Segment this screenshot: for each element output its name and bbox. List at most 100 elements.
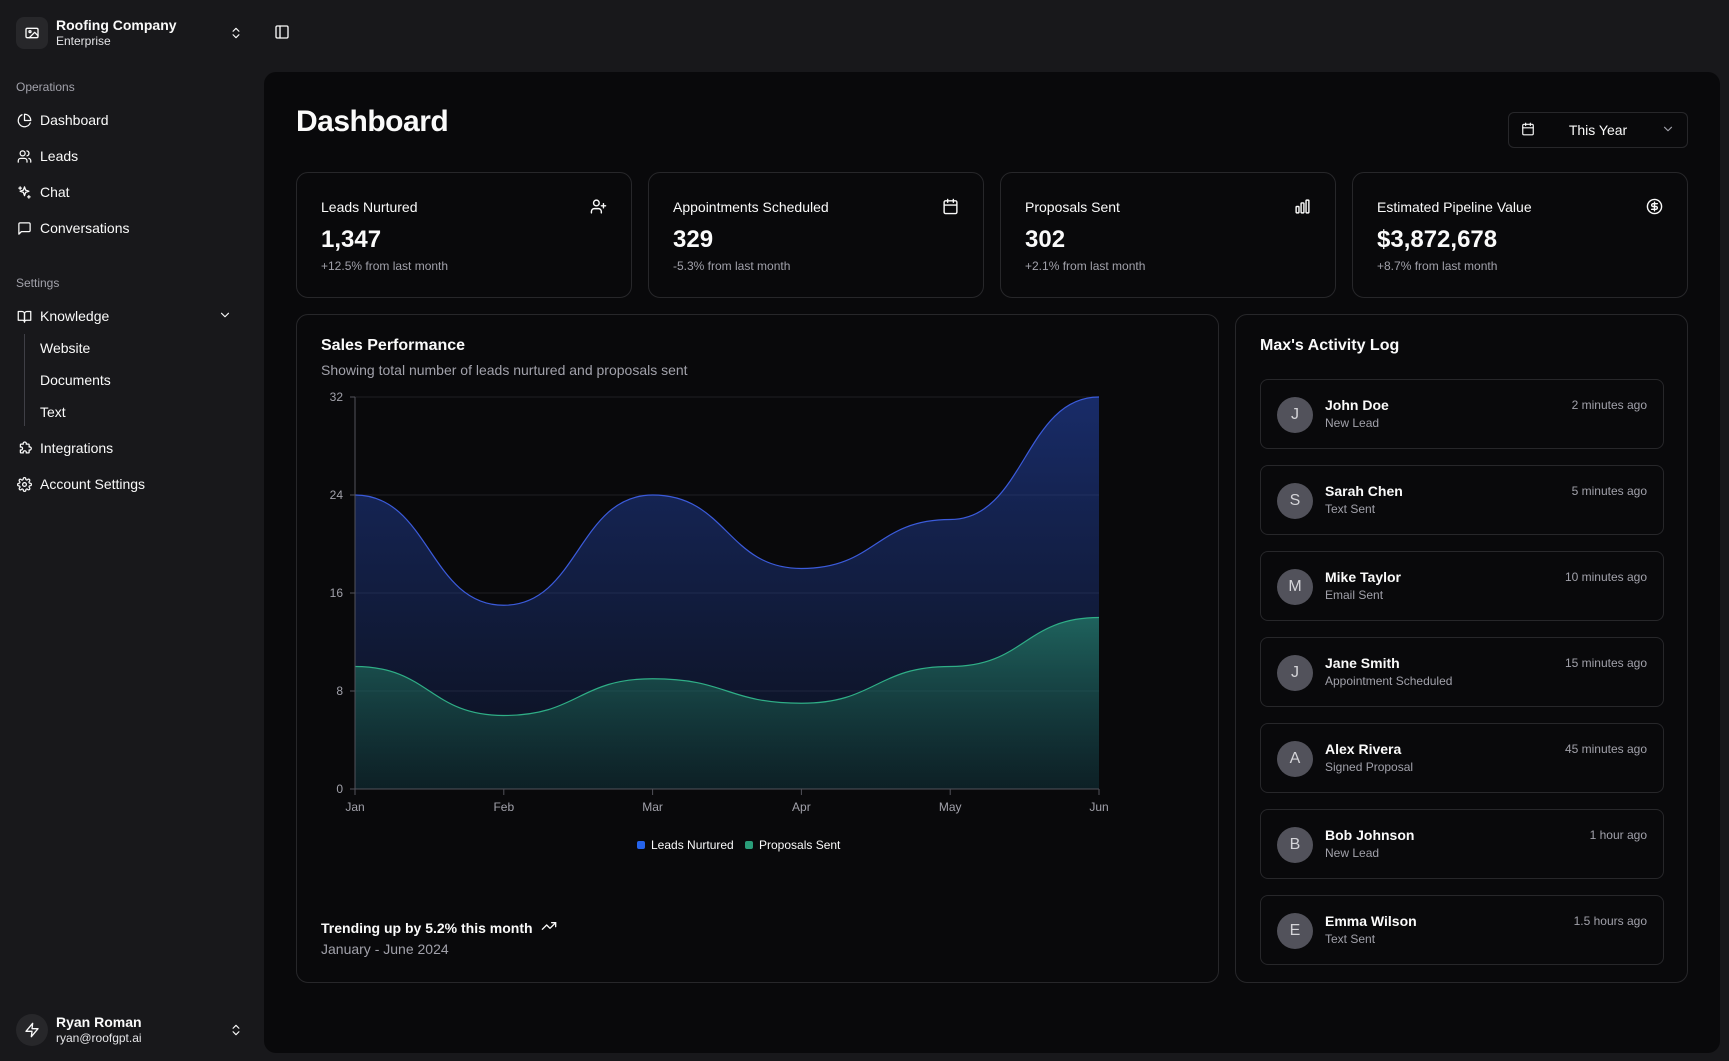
trend-date-range: January - June 2024 [321,941,449,957]
chart-title: Sales Performance [321,337,466,354]
x-tick-label: Jun [1089,800,1108,814]
sidebar-item-dashboard[interactable]: Dashboard [8,105,248,135]
sidebar-item-account-settings[interactable]: Account Settings [8,469,248,499]
activity-item[interactable]: J John Doe New Lead 2 minutes ago [1260,379,1664,449]
sidebar-item-knowledge[interactable]: Knowledge [8,301,248,331]
activity-item[interactable]: A Alex Rivera Signed Proposal 45 minutes ag… [1260,723,1664,793]
users-icon [16,148,32,164]
trending-up-icon [541,918,557,937]
activity-action: Text Sent [1325,502,1376,516]
activity-name: Emma Wilson [1325,913,1417,929]
trend-label: Trending up by 5.2% this month [321,919,533,936]
avatar: M [1277,569,1313,605]
avatar: J [1277,397,1313,433]
sidebar-item-conversations[interactable]: Conversations [8,213,248,243]
sidebar-toggle-button[interactable] [272,22,292,42]
trend-text: Trending up by 5.2% this month [321,918,557,937]
submenu-divider [24,334,25,426]
activity-time: 2 minutes ago [1571,398,1647,412]
user-menu[interactable]: Ryan Roman ryan@roofgpt.ai [16,1012,244,1048]
calendar-icon [941,197,959,215]
avatar: A [1277,741,1313,777]
x-tick-label: Feb [493,800,514,814]
legend-label: Leads Nurtured [651,838,734,852]
activity-item[interactable]: E Emma Wilson Text Sent 1.5 hours ago [1260,895,1664,965]
stat-title: Leads Nurtured [321,199,418,215]
x-tick-label: Apr [792,800,811,814]
sidebar-item-label: Leads [40,148,79,164]
sidebar-item-leads[interactable]: Leads [8,141,248,171]
activity-action: New Lead [1325,846,1380,860]
activity-action: Appointment Scheduled [1325,674,1453,688]
x-tick-label: Mar [642,800,663,814]
stat-change: -5.3% from last month [673,259,791,273]
y-tick-label: 16 [330,586,344,600]
chevron-down-icon [218,308,232,325]
x-tick-label: May [939,800,962,814]
activity-name: Sarah Chen [1325,483,1403,499]
sidebar-item-label: Knowledge [40,308,110,324]
activity-time: 1 hour ago [1589,828,1647,842]
y-tick-label: 32 [330,390,344,404]
sales-chart: 0 8 16 24 32 Jan Feb Mar Apr May Jun Leads Nurture… [330,390,1109,852]
stat-change: +8.7% from last month [1377,259,1498,273]
sidebar-item-chat[interactable]: Chat [8,177,248,207]
stat-value: 329 [673,226,714,253]
activity-item[interactable]: J Jane Smith Appointment Scheduled 15 minut… [1260,637,1664,707]
date-range-select[interactable]: This Year [1508,112,1688,148]
user-email: ryan@roofgpt.ai [56,1031,142,1045]
line-leads-nurtured [354,396,1100,606]
zap-icon [16,1014,48,1046]
gear-icon [16,476,32,492]
stat-value: 302 [1025,226,1066,253]
stat-change: +2.1% from last month [1025,259,1146,273]
bar-chart-icon [1293,197,1311,215]
activity-time: 10 minutes ago [1564,570,1647,584]
activity-name: John Doe [1325,397,1389,413]
activity-time: 5 minutes ago [1571,484,1647,498]
sidebar-item-label: Account Settings [40,476,146,492]
area-proposals-sent [355,617,1099,789]
stat-card-leads-nurtured: Leads Nurtured 1,347 +12.5% from last mo… [296,172,632,298]
company-plan: Enterprise [56,34,111,48]
sidebar-subitem-website[interactable]: Website [40,340,91,356]
dollar-circle-icon [1645,197,1663,215]
stat-change: +12.5% from last month [321,259,449,273]
activity-action: Text Sent [1325,932,1376,946]
activity-time: 45 minutes ago [1564,742,1647,756]
chevrons-up-down-icon [228,25,244,41]
avatar: S [1277,483,1313,519]
activity-action: New Lead [1325,416,1380,430]
book-icon [16,308,32,324]
stat-card-proposals: Proposals Sent 302 +2.1% from last month [1000,172,1336,298]
company-name: Roofing Company [56,17,177,33]
activity-item[interactable]: B Bob Johnson New Lead 1 hour ago [1260,809,1664,879]
avatar: B [1277,827,1313,863]
sidebar-subitem-documents[interactable]: Documents [40,372,111,388]
activity-item[interactable]: S Sarah Chen Text Sent 5 minutes ago [1260,465,1664,535]
user-name: Ryan Roman [56,1014,142,1030]
activity-action: Signed Proposal [1325,760,1414,774]
activity-item[interactable]: M Mike Taylor Email Sent 10 minutes ago [1260,551,1664,621]
activity-name: Jane Smith [1325,655,1400,671]
y-tick-label: 0 [336,782,343,796]
avatar: E [1277,913,1313,949]
pie-chart-icon [16,112,32,128]
activity-name: Mike Taylor [1325,569,1401,585]
x-tick-label: Jan [345,800,364,814]
stat-value: $3,872,678 [1377,226,1498,253]
company-logo-icon [16,17,48,49]
sidebar-subitem-text[interactable]: Text [40,404,66,420]
activity-time: 15 minutes ago [1564,656,1647,670]
date-range-value: This Year [1568,122,1628,138]
company-switcher[interactable]: Roofing Company Enterprise [16,15,244,51]
sidebar-item-integrations[interactable]: Integrations [8,433,248,463]
activity-log-card: Max's Activity Log J John Doe New Lead 2 mi… [1235,314,1688,983]
chevrons-up-down-icon [228,1022,244,1038]
stat-title: Estimated Pipeline Value [1377,199,1532,215]
stat-value: 1,347 [321,226,382,253]
line-proposals-sent [354,616,1100,717]
activity-action: Email Sent [1325,588,1384,602]
chart-subtitle: Showing total number of leads nurtured a… [321,362,688,378]
activity-name: Bob Johnson [1325,827,1415,843]
